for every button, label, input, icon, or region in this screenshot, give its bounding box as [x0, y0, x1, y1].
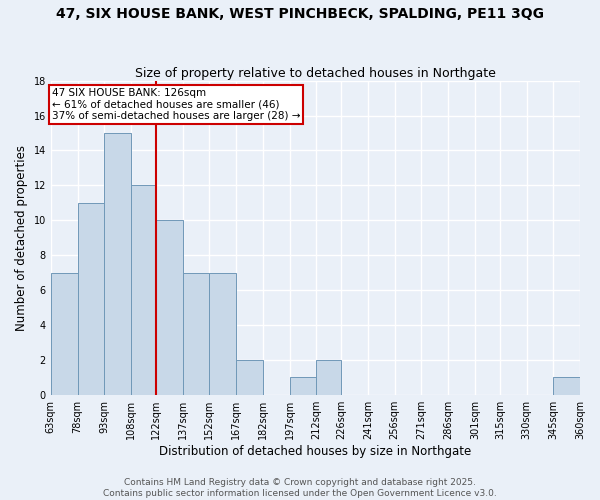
Bar [104, 133, 131, 394]
Bar [77, 203, 104, 394]
Bar [209, 272, 236, 394]
Bar [131, 186, 156, 394]
Bar [236, 360, 263, 394]
Title: Size of property relative to detached houses in Northgate: Size of property relative to detached ho… [135, 66, 496, 80]
Bar [156, 220, 182, 394]
Text: 47 SIX HOUSE BANK: 126sqm
← 61% of detached houses are smaller (46)
37% of semi-: 47 SIX HOUSE BANK: 126sqm ← 61% of detac… [52, 88, 300, 121]
Bar [553, 378, 580, 394]
Bar [290, 378, 316, 394]
Bar [182, 272, 209, 394]
Y-axis label: Number of detached properties: Number of detached properties [15, 144, 28, 330]
Text: Contains HM Land Registry data © Crown copyright and database right 2025.
Contai: Contains HM Land Registry data © Crown c… [103, 478, 497, 498]
Bar [51, 272, 77, 394]
X-axis label: Distribution of detached houses by size in Northgate: Distribution of detached houses by size … [159, 444, 472, 458]
Text: 47, SIX HOUSE BANK, WEST PINCHBECK, SPALDING, PE11 3QG: 47, SIX HOUSE BANK, WEST PINCHBECK, SPAL… [56, 8, 544, 22]
Bar [316, 360, 341, 394]
